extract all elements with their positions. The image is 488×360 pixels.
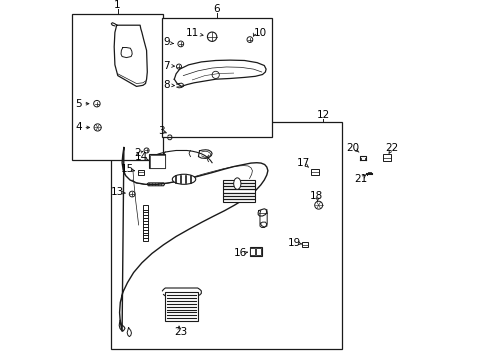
Text: 9: 9: [163, 37, 169, 48]
Bar: [165, 292, 197, 321]
Bar: [382, 154, 390, 161]
Bar: [142, 205, 148, 241]
Bar: [256, 248, 261, 255]
Text: 2: 2: [134, 148, 140, 158]
Text: 17: 17: [297, 158, 310, 168]
Text: 23: 23: [173, 327, 187, 337]
Text: 3: 3: [157, 126, 164, 136]
Bar: [250, 248, 255, 255]
Text: 6: 6: [213, 4, 220, 14]
Bar: [72, 14, 163, 160]
Bar: [150, 155, 164, 168]
Text: 5: 5: [76, 99, 82, 109]
Text: 1: 1: [114, 0, 121, 10]
Bar: [149, 154, 165, 168]
Text: 19: 19: [287, 238, 300, 248]
Text: 11: 11: [185, 28, 199, 39]
Text: 10: 10: [254, 28, 267, 39]
Bar: [302, 242, 307, 247]
Bar: [162, 18, 271, 137]
Text: 4: 4: [76, 122, 82, 132]
Text: 18: 18: [309, 191, 323, 201]
Text: 14: 14: [135, 152, 148, 162]
Text: 21: 21: [353, 174, 366, 184]
Ellipse shape: [172, 174, 195, 184]
Text: 20: 20: [345, 143, 358, 153]
Text: 8: 8: [163, 80, 169, 90]
Text: 7: 7: [163, 60, 169, 71]
Bar: [311, 169, 318, 175]
Text: 15: 15: [121, 164, 134, 174]
Text: 13: 13: [111, 186, 124, 197]
Ellipse shape: [233, 178, 241, 189]
Bar: [223, 180, 255, 202]
Text: 16: 16: [233, 248, 246, 258]
Text: 22: 22: [384, 143, 397, 153]
Bar: [137, 170, 144, 175]
Bar: [111, 122, 341, 349]
Text: 12: 12: [316, 110, 329, 120]
Bar: [249, 247, 261, 256]
